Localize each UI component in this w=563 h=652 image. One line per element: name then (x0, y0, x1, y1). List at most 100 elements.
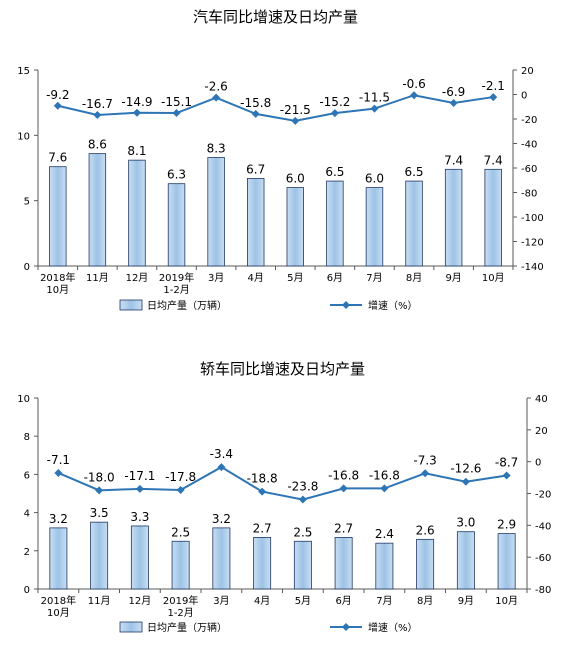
x-axis-tick-label: 2019年 1-2月 (163, 594, 198, 619)
bar-value-label: 2.7 (334, 521, 353, 535)
x-axis-tick-label: 7月 (376, 595, 392, 607)
bar (90, 521, 109, 590)
bar-value-label: 7.4 (444, 153, 463, 167)
bar-value-label: 6.7 (246, 162, 265, 176)
chart-title: 轿车同比增速及日均产量 (200, 360, 365, 378)
chart-title: 汽车同比增速及日均产量 (193, 8, 358, 26)
legend-bar-label: 日均产量（万辆） (147, 299, 227, 312)
left-axis-tick-label: 10 (17, 394, 30, 405)
bar-value-label: 3.2 (212, 512, 231, 526)
growth-value-label: -15.2 (319, 95, 350, 109)
left-axis-tick-label: 0 (24, 262, 30, 273)
bar-value-label: 6.5 (325, 165, 344, 179)
growth-value-label: -11.5 (359, 91, 390, 105)
growth-value-label: -14.9 (121, 95, 152, 109)
growth-point (370, 104, 379, 113)
left-axis-tick-label: 5 (24, 197, 30, 208)
growth-value-label: -15.1 (161, 95, 192, 109)
bar-value-label: 3.2 (49, 512, 68, 526)
bar (416, 538, 435, 590)
bar (375, 542, 394, 590)
bar (167, 183, 186, 267)
bar (286, 187, 305, 267)
left-axis-tick-label: 6 (24, 470, 30, 481)
sedan-production-chart: 轿车同比增速及日均产量 0 2 4 6 8 10 40 20 0 -20 -40 -60 -80 2018年… (17, 360, 551, 634)
x-axis-tick-label: 8月 (417, 595, 433, 607)
bar-value-label: 8.1 (127, 144, 146, 158)
bar-value-label: 8.6 (88, 138, 107, 152)
x-axis-tick-label: 2018年 10月 (41, 594, 76, 619)
growth-point (339, 484, 348, 493)
legend-line-label: 增速（%） (368, 621, 418, 634)
growth-point (489, 93, 498, 102)
legend-line-label: 增速（%） (368, 299, 418, 312)
bar-value-label: 6.0 (365, 172, 384, 186)
growth-value-label: -18.0 (84, 470, 115, 484)
x-axis-tick-label: 2018年 10月 (40, 271, 75, 296)
bar (253, 537, 272, 590)
bar (405, 180, 423, 267)
bar (49, 527, 68, 590)
growth-value-label: -21.5 (280, 103, 311, 117)
bar-value-label: 7.6 (48, 151, 67, 165)
growth-point (291, 116, 300, 125)
bar (326, 180, 344, 267)
bar-value-label: 3.3 (130, 510, 149, 524)
right-axis-tick-label: -20 (521, 115, 537, 126)
right-axis-tick-label: -100 (521, 213, 544, 224)
bar (246, 178, 265, 267)
legend-line-marker (342, 623, 350, 631)
bar-value-label: 2.6 (416, 523, 435, 537)
x-axis-tick-label: 8月 (406, 272, 422, 284)
x-axis-tick-label: 6月 (335, 595, 351, 607)
right-axis-tick-label: -40 (521, 140, 537, 151)
growth-value-label: -16.8 (328, 468, 359, 482)
bar (444, 168, 463, 267)
bar (497, 533, 516, 590)
left-axis-tick-label: 4 (24, 509, 30, 520)
bar-value-label: 6.3 (167, 168, 186, 182)
bar (49, 166, 67, 267)
x-axis-tick-label: 5月 (295, 595, 311, 607)
growth-point (135, 484, 144, 493)
auto-production-chart: 汽车同比增速及日均产量 0 5 10 15 20 0 -20 -40 -60 -80 -100 -120… (17, 8, 543, 312)
legend-bar-swatch (119, 621, 143, 633)
growth-value-label: -23.8 (287, 480, 318, 494)
bar-value-label: 2.4 (375, 527, 394, 541)
growth-point (95, 486, 104, 495)
x-axis-tick-label: 2019年 1-2月 (159, 271, 194, 296)
x-axis-tick-label: 6月 (327, 272, 343, 284)
growth-point (380, 484, 389, 493)
growth-value-label: -0.6 (402, 77, 425, 91)
growth-point (449, 98, 458, 107)
right-axis-tick-label: 20 (521, 66, 534, 77)
left-axis-tick-label: 10 (17, 131, 30, 142)
left-axis-tick-label: 2 (24, 547, 30, 558)
right-axis-tick-label: 0 (521, 91, 527, 102)
right-axis-tick-label: 20 (535, 426, 548, 437)
x-axis-tick-label: 12月 (126, 272, 149, 284)
x-axis-tick-label: 9月 (458, 595, 474, 607)
bar (365, 187, 384, 267)
growth-value-label: -16.8 (369, 468, 400, 482)
left-axis-tick-label: 15 (17, 66, 30, 77)
x-axis-tick-label: 4月 (248, 272, 264, 284)
x-axis-tick-label: 10月 (495, 595, 518, 607)
x-axis-tick-label: 10月 (482, 272, 505, 284)
right-axis-tick-label: -60 (535, 553, 551, 564)
bar (88, 153, 107, 267)
growth-line (57, 465, 507, 501)
x-axis-tick-label: 5月 (287, 272, 303, 284)
growth-line (57, 94, 494, 122)
bar-value-label: 6.5 (404, 165, 423, 179)
bar (456, 531, 475, 590)
growth-value-label: -6.9 (442, 85, 465, 99)
growth-value-label: -2.6 (204, 80, 227, 94)
growth-point (298, 495, 307, 504)
bar-value-label: 2.7 (253, 521, 272, 535)
right-axis-tick-label: -80 (521, 189, 537, 200)
growth-value-label: -7.1 (47, 453, 70, 467)
growth-point (258, 487, 267, 496)
growth-point (53, 101, 62, 110)
bar-value-label: 6.0 (286, 172, 305, 186)
